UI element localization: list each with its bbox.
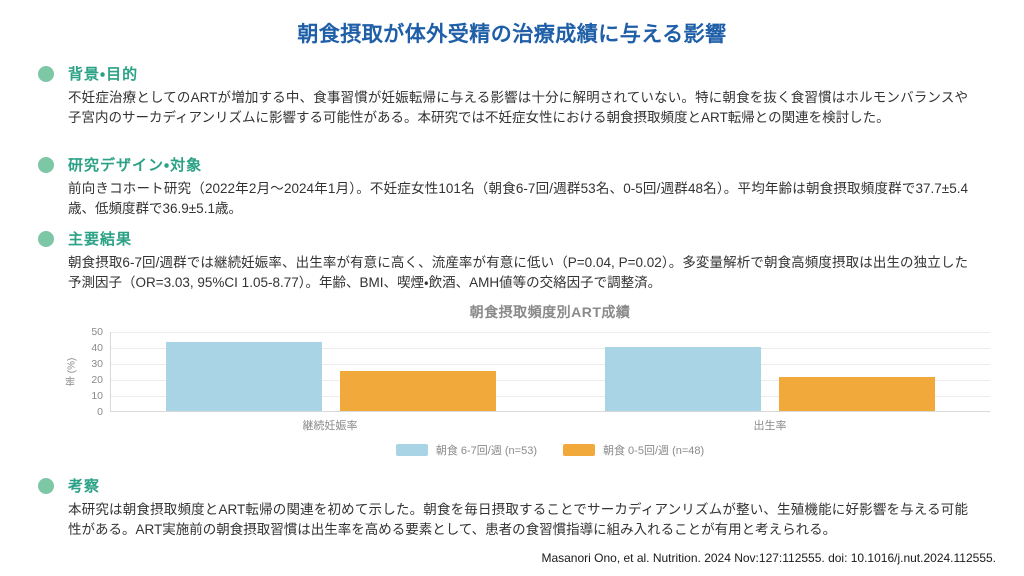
gridline (111, 332, 990, 333)
gridline (111, 348, 990, 349)
art-outcomes-bar-chart: 朝食摂取頻度別ART成績 率 (%) 50 40 30 20 10 0 継続妊娠率 出生率 … (64, 302, 990, 458)
bar-series0-cat1 (605, 347, 762, 411)
y-tick-label: 0 (97, 406, 103, 418)
legend-item-1: 朝食 0-5回/週 (n=48) (563, 442, 704, 458)
bar-series1-cat1 (779, 377, 936, 411)
bullet-icon (38, 156, 54, 173)
y-axis-ticks: 50 40 30 20 10 0 (80, 327, 110, 418)
gridline (111, 396, 990, 397)
section-results: 主要結果 朝食摂取6-7回/週群では継続妊娠率、出生率が有意に高く、流産率が有意… (38, 229, 968, 293)
section-results-body: 朝食摂取6-7回/週群では継続妊娠率、出生率が有意に高く、流産率が有意に低い（P… (68, 255, 968, 290)
y-tick-label: 30 (91, 358, 103, 370)
legend-item-0: 朝食 6-7回/週 (n=53) (395, 442, 537, 458)
x-category-label: 継続妊娠率 (302, 420, 358, 432)
section-design: 研究デザイン・対象 前向きコホート研究（2022年2月〜2024年1月）。不妊症… (38, 155, 968, 219)
chart-legend: 朝食 6-7回/週 (n=53) 朝食 0-5回/週 (n=48) (110, 442, 990, 458)
bullet-icon (38, 230, 54, 247)
plot-area (110, 332, 990, 412)
y-tick-label: 10 (91, 390, 103, 402)
bullet-icon (38, 477, 54, 494)
section-background-header: 背景・目的 (38, 64, 968, 83)
y-tick-label: 20 (91, 374, 103, 386)
section-background-heading: 背景・目的 (68, 66, 139, 83)
section-background: 背景・目的 不妊症治療としてのARTが増加する中、食事習慣が妊娠転帰に与える影響… (38, 64, 968, 128)
gridline (111, 380, 990, 381)
y-tick-label: 50 (91, 326, 103, 338)
bar-series0-cat0 (165, 342, 322, 411)
bar-group-1 (551, 332, 991, 411)
section-discussion-header: 考察 (38, 476, 968, 495)
citation-text: Masanori Ono, et al. Nutrition. 2024 Nov… (541, 551, 996, 565)
page-title: 朝食摂取が体外受精の治療成績に与える影響 (297, 23, 727, 46)
section-design-header: 研究デザイン・対象 (38, 155, 968, 174)
section-discussion-body: 本研究は朝食摂取頻度とART転帰の関連を初めて示した。朝食を毎日摂取することでサ… (68, 502, 968, 537)
bar-group-0 (111, 332, 551, 411)
y-tick-label: 40 (91, 342, 103, 354)
x-category-label: 出生率 (753, 420, 787, 432)
legend-swatch (395, 444, 428, 456)
section-design-body: 前向きコホート研究（2022年2月〜2024年1月）。不妊症女性101名（朝食6… (68, 181, 968, 216)
x-axis-labels: 継続妊娠率 出生率 (110, 417, 990, 433)
y-axis-label: 率 (%) (66, 357, 78, 387)
bar-series1-cat0 (339, 371, 496, 411)
section-results-header: 主要結果 (38, 229, 968, 248)
bullet-icon (38, 65, 54, 82)
section-discussion: 考察 本研究は朝食摂取頻度とART転帰の関連を初めて示した。朝食を毎日摂取するこ… (38, 476, 968, 540)
chart-title: 朝食摂取頻度別ART成績 (469, 304, 631, 320)
legend-swatch (563, 444, 595, 456)
section-design-heading: 研究デザイン・対象 (68, 157, 203, 174)
legend-label: 朝食 0-5回/週 (n=48) (603, 445, 705, 457)
section-discussion-heading: 考察 (68, 478, 101, 495)
legend-label: 朝食 6-7回/週 (n=53) (435, 445, 537, 457)
section-results-heading: 主要結果 (68, 231, 133, 248)
gridline (111, 364, 990, 365)
chart-body: 率 (%) 50 40 30 20 10 0 (64, 327, 990, 418)
section-background-body: 不妊症治療としてのARTが増加する中、食事習慣が妊娠転帰に与える影響は十分に解明… (68, 90, 968, 125)
